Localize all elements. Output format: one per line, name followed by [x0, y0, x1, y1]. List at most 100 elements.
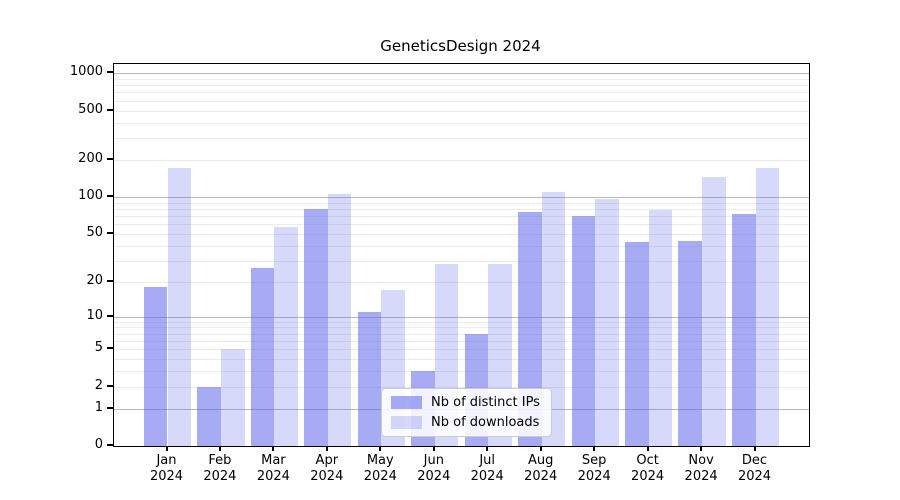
bar-downloads-dec	[755, 167, 780, 446]
gridline-major	[114, 196, 809, 198]
x-tick-mark	[379, 446, 382, 451]
gridline-minor	[114, 359, 809, 361]
gridline-minor	[114, 224, 809, 226]
y-tick-label: 1	[94, 399, 103, 415]
x-tick-mark	[218, 446, 221, 451]
bar-distinct-ips-sep	[571, 215, 596, 446]
bar-downloads-nov	[702, 176, 726, 446]
y-tick-mark	[107, 444, 113, 446]
x-tick-label-dec: Dec 2024	[737, 453, 772, 484]
gridline-minor	[114, 208, 809, 210]
plot-area: Nb of distinct IPs Nb of downloads	[113, 63, 810, 447]
bar-downloads-sep	[595, 198, 619, 446]
y-tick-mark	[107, 314, 113, 317]
x-tick-label-sep: Sep 2024	[577, 453, 611, 484]
legend: Nb of distinct IPs Nb of downloads	[381, 388, 552, 437]
y-tick-label: 2	[94, 377, 103, 393]
chart-title: GeneticsDesign 2024	[380, 37, 541, 55]
gridline-minor	[114, 100, 809, 102]
legend-label-distinct-ips: Nb of distinct IPs	[431, 395, 540, 410]
y-tick-label: 50	[86, 224, 103, 240]
x-tick-mark	[539, 446, 542, 451]
y-tick-mark	[107, 231, 113, 234]
gridline-minor	[114, 333, 809, 335]
gridline-minor	[114, 159, 809, 161]
y-tick-label: 200	[78, 150, 103, 166]
gridline-minor	[114, 386, 809, 388]
bar-distinct-ips-nov	[678, 240, 703, 446]
y-tick-label: 0	[94, 437, 103, 452]
x-tick-mark	[486, 446, 489, 451]
gridline-minor	[114, 92, 809, 94]
legend-swatch-downloads	[391, 416, 422, 429]
gridline-major	[114, 316, 809, 318]
x-tick-mark	[272, 446, 275, 451]
y-tick-mark	[107, 347, 113, 350]
gridline-minor	[114, 78, 809, 80]
x-tick-label-oct: Oct 2024	[631, 453, 665, 484]
bar-distinct-ips-feb	[197, 386, 221, 446]
y-tick-mark	[107, 71, 113, 74]
x-tick-label-jul: Jul 2024	[470, 453, 504, 484]
x-tick-label-jan: Jan 2024	[149, 453, 184, 484]
bar-distinct-ips-mar	[250, 268, 275, 446]
bar-distinct-ips-jan	[143, 287, 168, 446]
legend-entry-downloads: Nb of downloads	[391, 415, 540, 430]
x-tick-mark	[593, 446, 596, 451]
gridline-minor	[114, 138, 809, 139]
x-tick-mark	[646, 446, 649, 451]
gridline-minor	[114, 215, 809, 217]
bar-downloads-apr	[327, 193, 352, 446]
bar-distinct-ips-oct	[624, 241, 649, 446]
gridline-major	[114, 73, 809, 75]
x-tick-label-apr: Apr 2024	[310, 453, 344, 484]
bar-downloads-jan	[167, 167, 192, 446]
y-tick-label: 100	[78, 187, 103, 203]
x-tick-mark	[753, 446, 756, 451]
gridline-minor	[114, 327, 809, 329]
y-tick-mark	[107, 157, 113, 160]
x-tick-label-may: May 2024	[363, 453, 397, 484]
bar-downloads-aug	[541, 191, 566, 446]
gridline-minor	[114, 349, 809, 351]
y-tick-mark	[107, 279, 113, 282]
gridline-minor	[114, 85, 809, 87]
legend-swatch-distinct-ips	[391, 396, 422, 409]
bar-downloads-mar	[274, 226, 299, 446]
x-tick-label-nov: Nov 2024	[684, 453, 718, 484]
legend-entry-distinct-ips: Nb of distinct IPs	[391, 395, 540, 410]
y-tick-label: 20	[86, 272, 103, 288]
y-tick-label: 500	[78, 101, 103, 117]
x-tick-mark	[700, 446, 703, 451]
bar-distinct-ips-dec	[731, 214, 756, 446]
gridline-minor	[114, 341, 809, 342]
x-tick-label-mar: Mar 2024	[256, 453, 290, 484]
bar-distinct-ips-may	[357, 311, 382, 446]
bar-downloads-oct	[648, 210, 673, 446]
gridline-minor	[114, 245, 809, 247]
gridline-minor	[114, 122, 809, 124]
x-tick-mark	[432, 446, 435, 451]
y-tick-label: 1000	[69, 64, 103, 80]
x-tick-label-feb: Feb 2024	[203, 453, 237, 484]
x-tick-mark	[325, 446, 328, 451]
gridline-minor	[114, 371, 809, 373]
bar-distinct-ips-aug	[518, 212, 542, 446]
y-tick-mark	[107, 194, 113, 197]
y-tick-mark	[107, 108, 113, 111]
gridline-minor	[114, 110, 809, 112]
gridline-minor	[114, 260, 809, 262]
gridline-minor	[114, 281, 809, 283]
y-tick-label: 5	[94, 340, 103, 356]
gridline-minor	[114, 202, 809, 204]
bar-distinct-ips-apr	[304, 208, 328, 446]
x-tick-mark	[165, 446, 168, 451]
legend-label-downloads: Nb of downloads	[431, 415, 540, 430]
gridline-minor	[114, 233, 809, 235]
y-tick-label: 10	[86, 307, 103, 323]
x-tick-label-jun: Jun 2024	[417, 453, 451, 484]
bar-downloads-feb	[220, 349, 245, 446]
y-tick-mark	[107, 384, 113, 387]
y-tick-mark	[107, 406, 113, 409]
